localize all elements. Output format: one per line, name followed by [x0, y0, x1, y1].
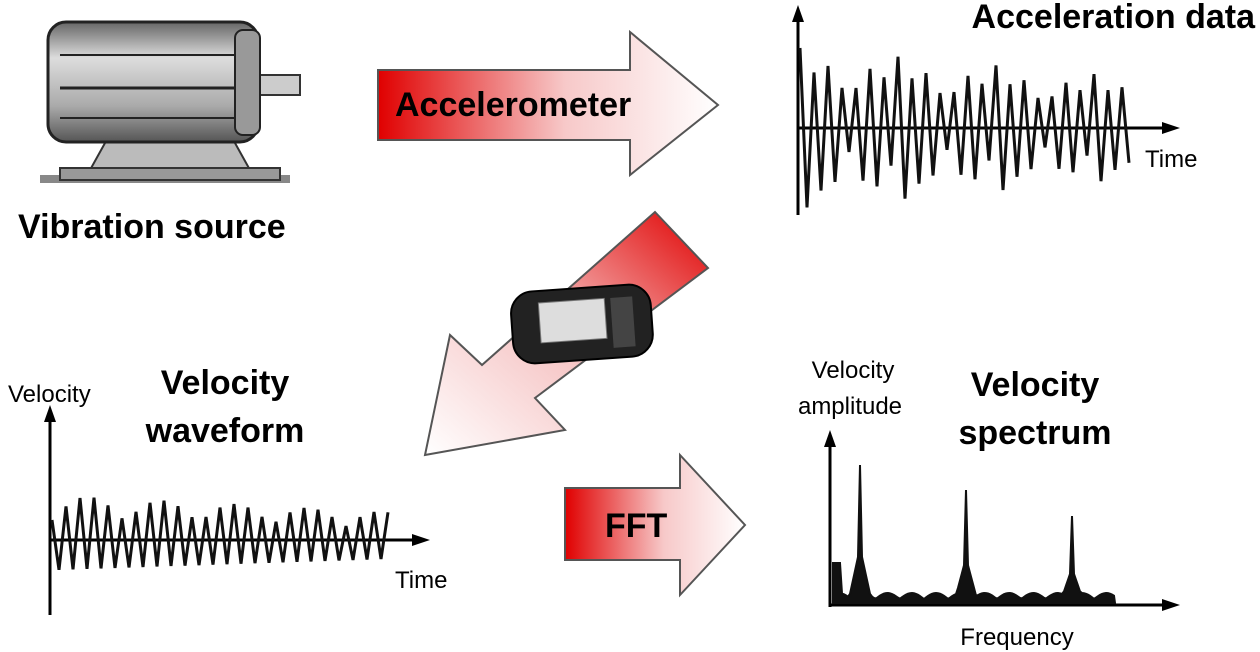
spectrum-y-label: Velocity	[812, 357, 895, 384]
spectrum-y-label: amplitude	[798, 393, 902, 420]
acceleration-x-label: Time	[1145, 146, 1197, 173]
velocity-y-label: Velocity	[8, 381, 91, 408]
source-label: Vibration source	[18, 208, 286, 246]
analyzer-device	[510, 283, 654, 365]
fft-label: FFT	[605, 507, 668, 545]
acceleration-title: Acceleration data	[972, 0, 1257, 36]
spectrum-title: Velocity	[971, 366, 1100, 404]
spectrum-x-label: Frequency	[960, 624, 1073, 651]
axis-arrowhead	[412, 534, 430, 546]
velocity-title: waveform	[145, 412, 305, 450]
velocity-waveform	[50, 497, 390, 571]
motor-icon	[40, 20, 301, 183]
axis-arrowhead	[792, 5, 804, 22]
axis-arrowhead	[1162, 599, 1180, 611]
accelerometer-arrow	[377, 29, 720, 178]
velocity-title: Velocity	[161, 364, 290, 402]
axis-arrowhead	[44, 405, 56, 422]
axis-arrowhead	[824, 430, 836, 447]
accelerometer-label: Accelerometer	[395, 86, 631, 124]
acceleration-waveform	[798, 47, 1131, 208]
spectrum-title: spectrum	[958, 414, 1111, 452]
spectrum-trace	[832, 464, 1117, 604]
velocity-x-label: Time	[395, 567, 447, 594]
fft-arrow	[564, 452, 747, 598]
axis-arrowhead	[1162, 122, 1180, 134]
